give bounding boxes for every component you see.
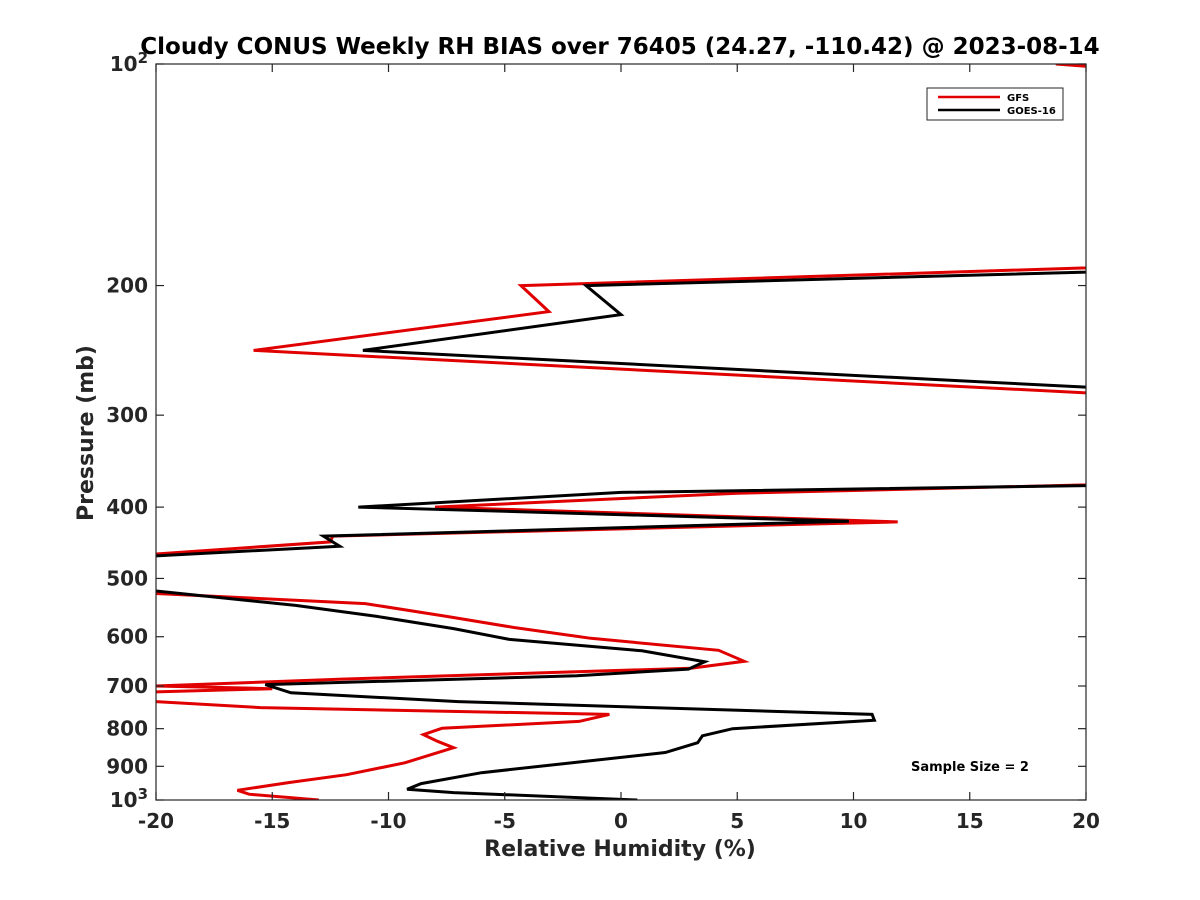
x-tick-label: 15 <box>956 809 984 833</box>
series-line-gfs <box>156 64 1086 800</box>
x-tick-label: 20 <box>1072 809 1100 833</box>
y-tick-label: 400 <box>106 495 148 519</box>
series-line-goes16 <box>156 270 1086 800</box>
x-tick-label: 0 <box>614 809 628 833</box>
x-tick-label: -15 <box>254 809 290 833</box>
series-layer <box>156 64 1086 800</box>
y-tick-label: 600 <box>106 625 148 649</box>
y-tick-label: 800 <box>106 717 148 741</box>
x-axis: -20 -15 -10 -5 0 5 10 15 20 <box>138 64 1100 833</box>
x-tick-label: -5 <box>494 809 516 833</box>
legend-box <box>926 87 1064 121</box>
chart-title: Cloudy CONUS Weekly RH BIAS over 76405 (… <box>140 34 1099 60</box>
y-tick-label: 700 <box>106 674 148 698</box>
sample-size-annotation: Sample Size = 2 <box>911 760 1029 775</box>
y-tick-label: 900 <box>106 754 148 778</box>
x-tick-label: 5 <box>730 809 744 833</box>
y-tick-label: 200 <box>106 274 148 298</box>
y-axis: 102 200 300 400 500 600 700 800 900 103 <box>106 49 1086 812</box>
legend-label-gfs: GFS <box>1007 93 1029 104</box>
y-axis-label: Pressure (mb) <box>74 345 99 521</box>
legend-label-goes16: GOES-16 <box>1007 106 1056 117</box>
y-tick-label: 500 <box>106 566 148 590</box>
x-tick-label: -20 <box>138 809 174 833</box>
y-tick-label: 102 <box>110 49 148 76</box>
legend: GFS GOES-16 <box>926 87 1064 121</box>
x-tick-label: -10 <box>370 809 406 833</box>
x-tick-label: 10 <box>840 809 868 833</box>
x-axis-label: Relative Humidity (%) <box>484 837 756 862</box>
y-tick-label: 103 <box>110 785 148 812</box>
y-tick-label: 300 <box>106 403 148 427</box>
